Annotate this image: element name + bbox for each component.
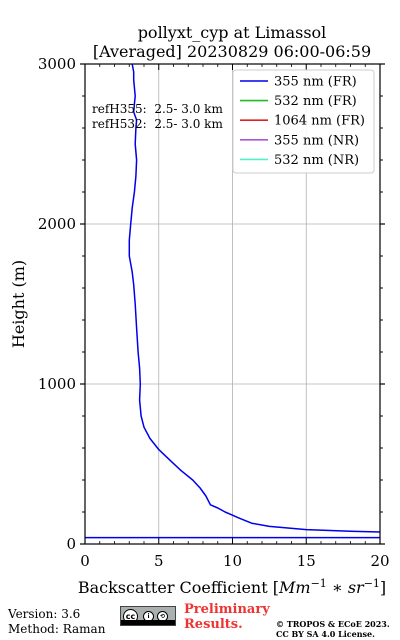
axis-ticks: 0 5 10 15 20 0 1000 2000 3000 bbox=[38, 55, 390, 570]
backscatter-profile-chart: pollyxt_cyp at Limassol [Averaged] 20230… bbox=[9, 23, 390, 597]
license-band bbox=[121, 620, 175, 625]
legend: 355 nm (FR) 532 nm (FR) 1064 nm (FR) 355 nm… bbox=[232, 69, 375, 174]
x-tick-label: 5 bbox=[154, 552, 164, 570]
method-text: Method: Raman bbox=[8, 622, 106, 636]
preliminary-line-1: Preliminary bbox=[184, 602, 270, 617]
preliminary-results-notice: Preliminary Results. bbox=[184, 602, 270, 632]
legend-label-3: 355 nm (NR) bbox=[274, 133, 359, 148]
legend-label-0: 355 nm (FR) bbox=[274, 75, 357, 90]
x-tick-label: 0 bbox=[80, 552, 90, 570]
chart-subtitle: [Averaged] 20230829 06:00-06:59 bbox=[93, 42, 371, 61]
x-tick-label: 15 bbox=[297, 552, 316, 570]
series-layer bbox=[85, 64, 380, 539]
copyright-line-1: © TROPOS & ECoE 2023. bbox=[276, 619, 390, 629]
y-tick-label: 1000 bbox=[38, 375, 76, 393]
copyright-line-2: CC BY SA 4.0 License. bbox=[276, 629, 375, 639]
copyright-notice: © TROPOS & ECoE 2023. CC BY SA 4.0 Licen… bbox=[276, 619, 390, 639]
annotation-refh532: refH532: 2.5- 3.0 km bbox=[92, 117, 223, 131]
legend-box bbox=[232, 69, 375, 174]
x-tick-label: 20 bbox=[370, 552, 389, 570]
cc-by-sa-icon: cc i ⟲ bbox=[120, 606, 176, 626]
y-tick-label: 3000 bbox=[38, 55, 76, 73]
x-tick-label: 10 bbox=[223, 552, 242, 570]
y-tick-label: 2000 bbox=[38, 215, 76, 233]
preliminary-line-2: Results. bbox=[184, 617, 243, 632]
y-axis-label: Height (m) bbox=[9, 260, 28, 348]
annotation-refh355: refH355: 2.5- 3.0 km bbox=[92, 102, 223, 116]
legend-label-1: 532 nm (FR) bbox=[274, 94, 357, 109]
version-info: Version: 3.6 Method: Raman bbox=[8, 607, 105, 637]
series-line-0 bbox=[128, 64, 380, 533]
plot-frame bbox=[84, 63, 381, 545]
x-axis-label: Backscatter Coefficient [Mm−1 ∗ sr−1] bbox=[78, 577, 386, 597]
legend-label-2: 1064 nm (FR) bbox=[274, 114, 365, 129]
chart-title: pollyxt_cyp at Limassol bbox=[138, 23, 327, 42]
version-text: Version: 3.6 bbox=[8, 607, 81, 621]
y-tick-label: 0 bbox=[66, 535, 76, 553]
legend-label-4: 532 nm (NR) bbox=[274, 153, 359, 168]
